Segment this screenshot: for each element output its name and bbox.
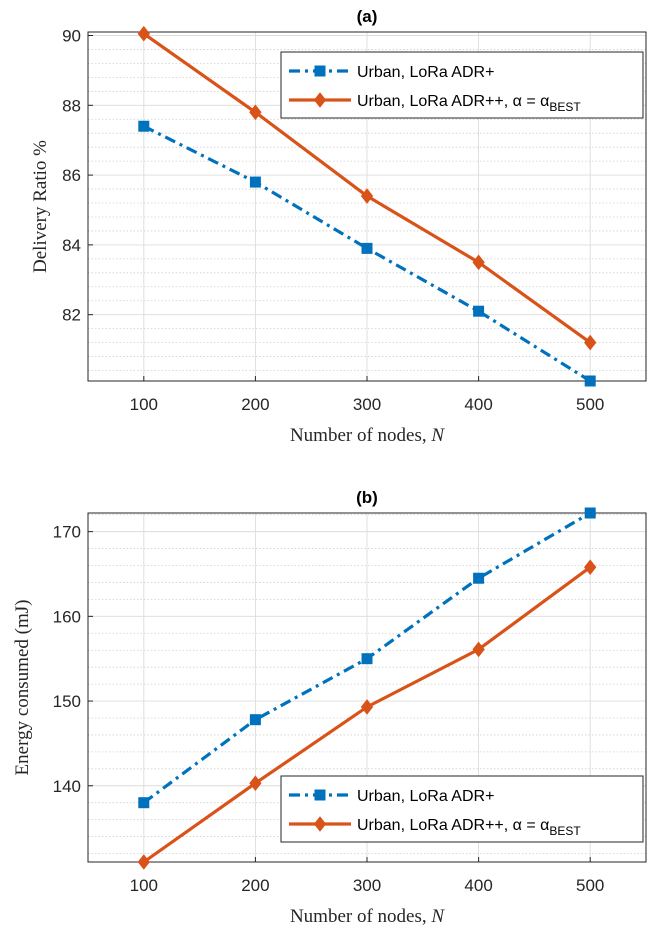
data-point bbox=[137, 25, 150, 42]
legend-label-text: Urban, LoRa ADR+ bbox=[357, 788, 494, 805]
data-point bbox=[137, 854, 150, 870]
legend-label-subscript: BEST bbox=[549, 100, 581, 114]
x-axis-label-var: N bbox=[430, 425, 445, 446]
legend-box bbox=[280, 51, 644, 119]
x-axis-label-var: N bbox=[430, 906, 445, 927]
legend-box bbox=[280, 775, 644, 843]
legend-label-text: Urban, LoRa ADR++, α = α bbox=[357, 93, 549, 110]
y-axis-label: Energy consumed (mJ) bbox=[12, 600, 33, 776]
legend-marker bbox=[314, 789, 326, 801]
y-tick-label: 170 bbox=[53, 523, 81, 542]
x-tick-label: 100 bbox=[130, 395, 158, 414]
y-tick-label: 90 bbox=[62, 26, 81, 45]
x-tick-label: 300 bbox=[353, 395, 381, 414]
legend: Urban, LoRa ADR+ Urban, LoRa ADR++, α = α… bbox=[280, 51, 644, 119]
chart-panel-b: 100 200 300 400 500 140 150 160 170 (b) Number of … bbox=[12, 488, 647, 927]
data-point bbox=[473, 572, 485, 584]
data-point bbox=[249, 775, 262, 792]
y-tick-label: 160 bbox=[53, 607, 81, 626]
data-point bbox=[584, 375, 596, 387]
data-point bbox=[473, 305, 485, 317]
legend-label-text: Urban, LoRa ADR+ bbox=[357, 64, 494, 81]
data-point bbox=[360, 699, 374, 715]
legend-marker bbox=[313, 92, 327, 108]
data-point bbox=[472, 254, 485, 271]
legend-marker bbox=[313, 816, 327, 832]
legend-label: Urban, LoRa ADR+ bbox=[357, 64, 494, 81]
y-tick-label: 88 bbox=[62, 96, 81, 115]
y-tick-label: 140 bbox=[53, 777, 81, 796]
y-tick-label: 84 bbox=[62, 236, 81, 255]
data-point bbox=[360, 188, 374, 204]
legend-marker bbox=[314, 65, 326, 77]
x-tick-label: 100 bbox=[130, 876, 158, 895]
data-point bbox=[138, 797, 150, 809]
x-axis-label: Number of nodes, N bbox=[290, 906, 445, 927]
legend-label-text: Urban, LoRa ADR++, α = α bbox=[357, 817, 549, 834]
data-point bbox=[584, 334, 597, 351]
data-point bbox=[584, 559, 597, 576]
x-tick-label: 500 bbox=[576, 395, 604, 414]
legend-label: Urban, LoRa ADR++, α = αBEST bbox=[357, 93, 581, 114]
data-point bbox=[249, 176, 261, 188]
series-1 bbox=[138, 507, 596, 809]
series-2 bbox=[137, 559, 597, 870]
x-tick-label: 500 bbox=[576, 876, 604, 895]
data-point bbox=[361, 242, 373, 254]
chart-panel-a: 100 200 300 400 500 82 84 86 88 90 (a) Number of no… bbox=[30, 7, 647, 446]
data-point bbox=[249, 714, 261, 726]
data-point bbox=[361, 653, 373, 665]
chart-title: (a) bbox=[357, 7, 378, 26]
x-axis-label-text: Number of nodes, bbox=[290, 425, 431, 446]
series-2 bbox=[137, 25, 597, 351]
legend-label: Urban, LoRa ADR++, α = αBEST bbox=[357, 817, 581, 838]
x-tick-label: 200 bbox=[241, 876, 269, 895]
chart-title: (b) bbox=[356, 488, 378, 507]
x-tick-label: 400 bbox=[464, 395, 492, 414]
x-axis-label: Number of nodes, N bbox=[290, 425, 445, 446]
x-tick-label: 300 bbox=[353, 876, 381, 895]
data-point bbox=[584, 507, 596, 519]
y-axis-label: Delivery Ratio % bbox=[30, 140, 51, 273]
x-axis-label-text: Number of nodes, bbox=[290, 906, 431, 927]
data-point bbox=[138, 120, 150, 132]
series-line bbox=[143, 124, 592, 383]
legend-label-subscript: BEST bbox=[549, 824, 581, 838]
x-tick-label: 400 bbox=[464, 876, 492, 895]
data-point bbox=[472, 641, 485, 658]
y-tick-label: 150 bbox=[53, 692, 81, 711]
y-tick-label: 86 bbox=[62, 166, 81, 185]
legend: Urban, LoRa ADR+ Urban, LoRa ADR++, α = α… bbox=[280, 775, 644, 843]
legend-label: Urban, LoRa ADR+ bbox=[357, 788, 494, 805]
series-1 bbox=[138, 120, 596, 387]
y-tick-label: 82 bbox=[62, 306, 81, 325]
x-tick-label: 200 bbox=[241, 395, 269, 414]
data-point bbox=[249, 104, 262, 121]
